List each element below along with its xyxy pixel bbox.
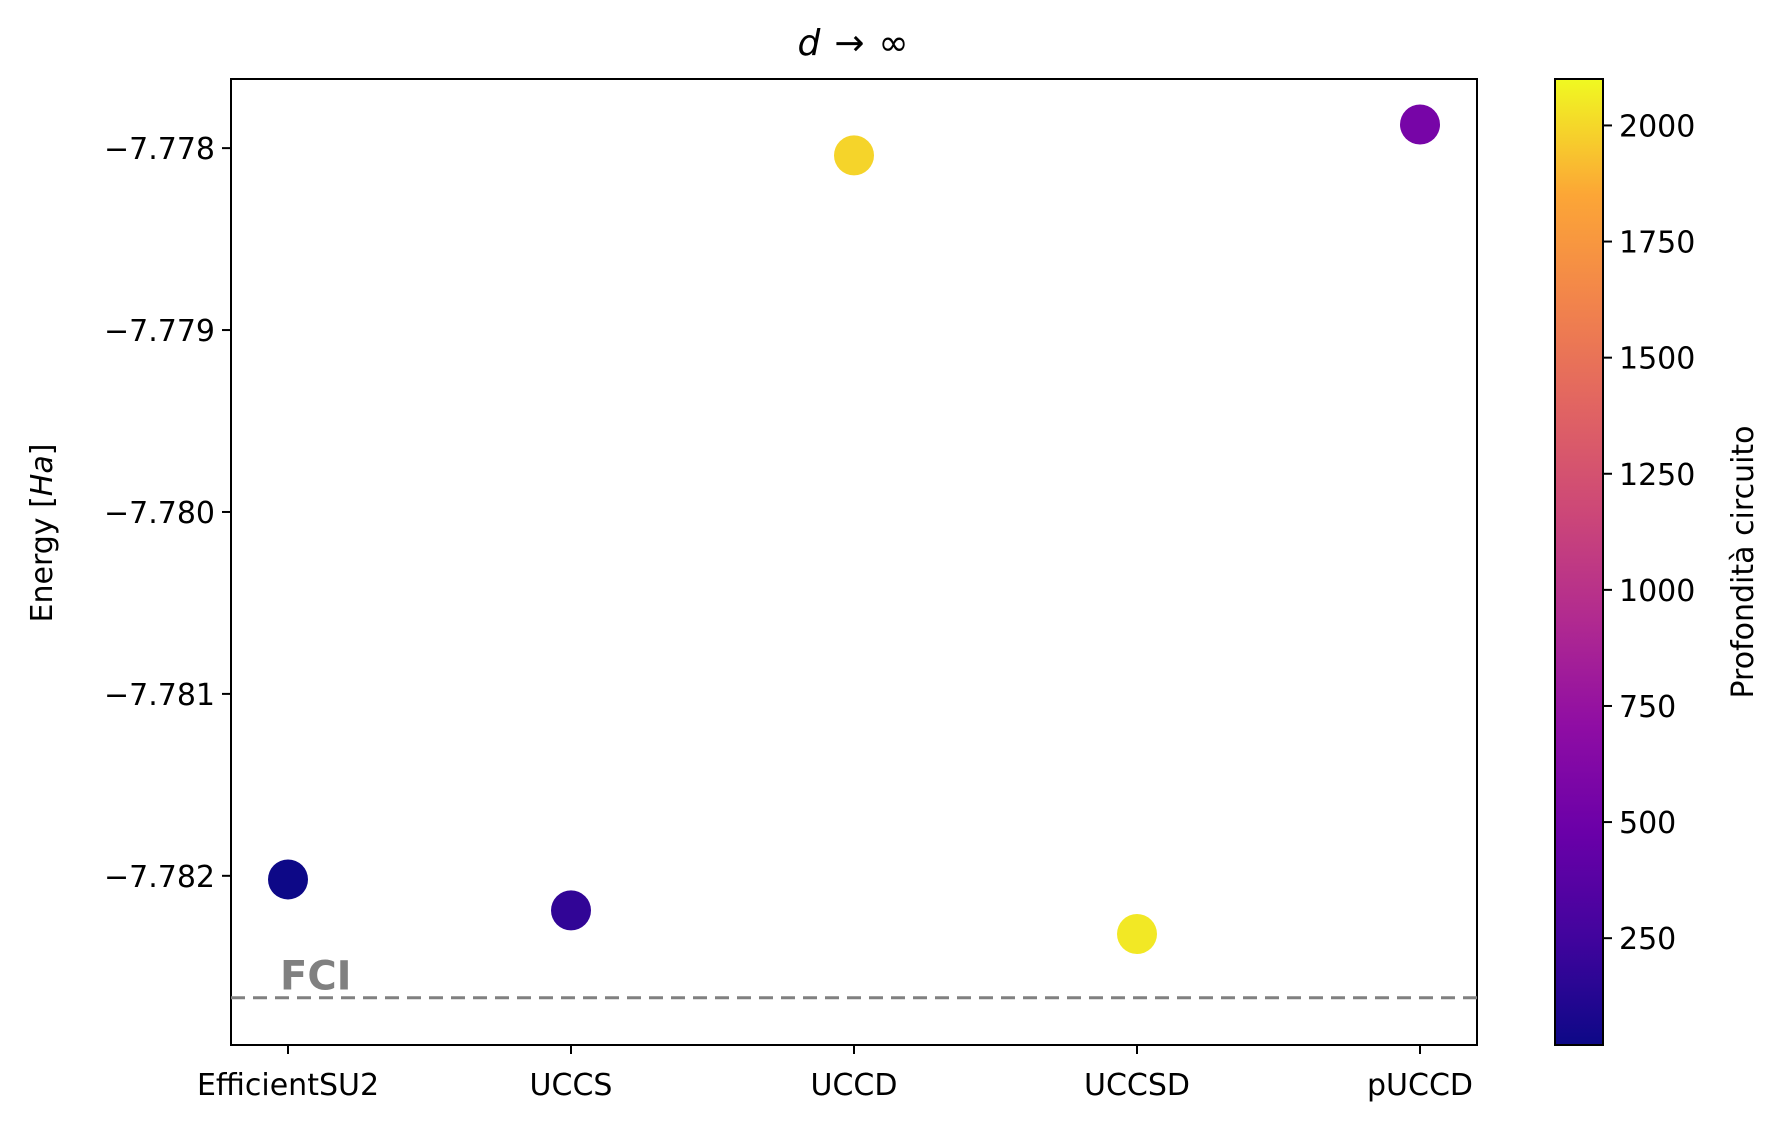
colorbar-tick-label: 1000 [1619, 574, 1695, 609]
y-axis-label-suffix: ] [25, 444, 60, 456]
colorbar-tick-label: 1750 [1619, 226, 1695, 261]
colorbar-tick-label: 2000 [1619, 109, 1695, 144]
colorbar-tick-label: 1250 [1619, 458, 1695, 493]
x-tick-label: UCCSD [1084, 1068, 1190, 1103]
colorbar-tick-label: 500 [1619, 806, 1676, 841]
x-tick-label: UCCS [530, 1068, 613, 1103]
reference-layer: FCI [231, 954, 1477, 1000]
title-arrow: → [834, 23, 864, 64]
y-tick-label: −7.779 [104, 314, 215, 349]
title-infinity: ∞ [879, 23, 909, 64]
x-tick-label: pUCCD [1367, 1068, 1473, 1103]
data-point-uccs [551, 890, 591, 931]
y-ticks: −7.782 −7.781 −7.780 −7.779 −7.778 [104, 132, 231, 895]
y-tick-label: −7.780 [104, 496, 215, 531]
chart-title: d → ∞ [797, 23, 908, 64]
plot-area-frame [230, 78, 1478, 1046]
colorbar-label: Profondità circuito [1726, 425, 1761, 698]
x-ticks: EfficientSU2 UCCS UCCD UCCSD pUCCD [197, 1045, 1473, 1103]
data-point-uccd [834, 135, 874, 176]
y-tick-label: −7.778 [104, 132, 215, 167]
y-axis-label-prefix: Energy [ [25, 496, 60, 622]
colorbar-tick-label: 1500 [1619, 342, 1695, 377]
y-tick-label: −7.781 [104, 678, 215, 713]
data-points [268, 104, 1440, 955]
colorbar-tick-label: 250 [1619, 922, 1676, 957]
colorbar-ticks: 250 500 750 1000 1250 1500 1750 2000 [1603, 109, 1695, 957]
colorbar-tick-label: 750 [1619, 690, 1676, 725]
data-point-efficientsu2 [268, 859, 308, 900]
data-point-puccd [1400, 104, 1440, 145]
y-tick-label: −7.782 [104, 860, 215, 895]
data-point-uccsd [1117, 914, 1157, 955]
x-tick-label: UCCD [811, 1068, 898, 1103]
y-axis-label: Energy [Ha] [25, 444, 60, 623]
title-variable: d [797, 23, 821, 64]
colorbar-frame [1554, 78, 1604, 1046]
colorbar-gradient [1555, 79, 1603, 1045]
fci-label: FCI [280, 954, 352, 1000]
x-tick-label: EfficientSU2 [197, 1068, 379, 1103]
y-axis-label-unit: Ha [25, 455, 60, 496]
